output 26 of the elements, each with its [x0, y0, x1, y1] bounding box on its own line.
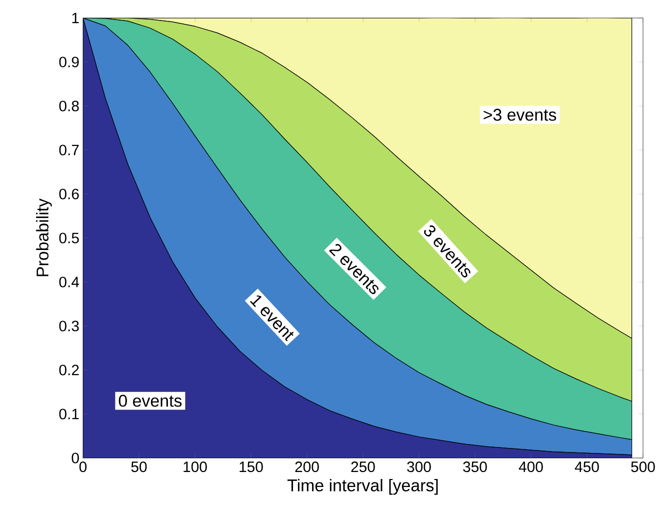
y-tick-label: 0.7 — [59, 144, 79, 156]
y-tick-label: 0.1 — [59, 408, 79, 420]
x-tick-label: 400 — [518, 462, 543, 472]
x-tick-label: 450 — [574, 462, 599, 472]
x-tick-label: 300 — [407, 462, 431, 472]
x-tick-label: 500 — [631, 462, 655, 472]
x-tick-label: 150 — [240, 462, 263, 472]
y-tick-label: 0.8 — [59, 100, 79, 112]
y-tick-label: 0.2 — [59, 364, 79, 376]
series-label: >3 events — [484, 108, 556, 121]
x-tick-label: 200 — [295, 462, 319, 472]
x-tick-label: 350 — [463, 462, 487, 472]
y-axis-title: Probability — [36, 198, 52, 276]
y-tick-label: 0.5 — [59, 232, 79, 244]
y-tick-label: 0.3 — [59, 320, 79, 332]
x-tick-label: 50 — [131, 462, 147, 472]
y-tick-label: 0.4 — [59, 276, 80, 288]
x-axis-title: Time interval [years] — [287, 478, 438, 495]
x-tick-label: 250 — [351, 462, 375, 472]
y-tick-label: 1 — [72, 12, 79, 24]
x-tick-label: 100 — [184, 462, 207, 472]
x-tick-label: 0 — [79, 462, 87, 472]
y-tick-label: 0.9 — [59, 56, 79, 68]
y-tick-label: 0.6 — [59, 188, 79, 200]
series-label: 0 events — [118, 394, 182, 407]
y-tick-label: 0 — [72, 452, 79, 464]
